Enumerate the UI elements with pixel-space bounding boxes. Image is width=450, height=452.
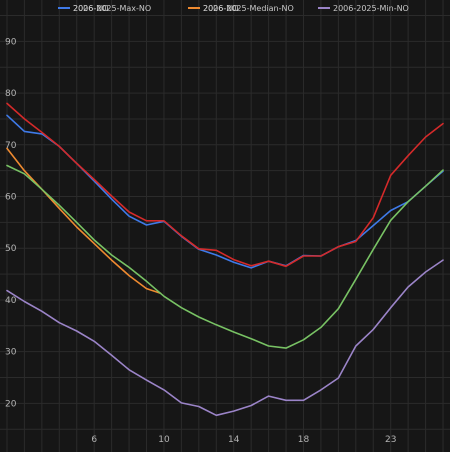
series-line-5 [6,259,444,417]
y-tick-label: 70 [5,141,17,151]
x-axis-ticks: 6 10 14 18 23 [91,435,396,445]
legend-label: 2006-2025-Median-NO [203,4,294,13]
x-tick-label: 10 [158,435,170,445]
x-tick-label: 14 [228,435,240,445]
y-tick-label: 80 [5,89,17,99]
series-line-3 [6,147,162,295]
y-tick-label: 30 [5,348,17,358]
legend-label: 2006-2025-Max-NO [73,4,151,13]
legend-overlay-label: 2026-NO [203,4,239,13]
series-line-2 [6,102,444,268]
y-tick-label: 20 [5,399,17,409]
y-tick-label: 50 [5,244,17,254]
y-tick-label: 40 [5,296,17,306]
y-tick-label: 60 [5,193,17,203]
y-tick-label: 90 [5,37,17,47]
series-line-4 [6,164,444,349]
legend-label: 2006-2025-Min-NO [333,4,409,13]
x-tick-label: 6 [91,435,97,445]
x-tick-label: 18 [298,435,310,445]
series-lines [6,102,444,417]
x-tick-label: 23 [385,435,396,445]
y-axis-ticks: 20 30 40 50 60 70 80 90 [5,37,17,409]
legend-overlay-label: 2026-NO [73,4,109,13]
